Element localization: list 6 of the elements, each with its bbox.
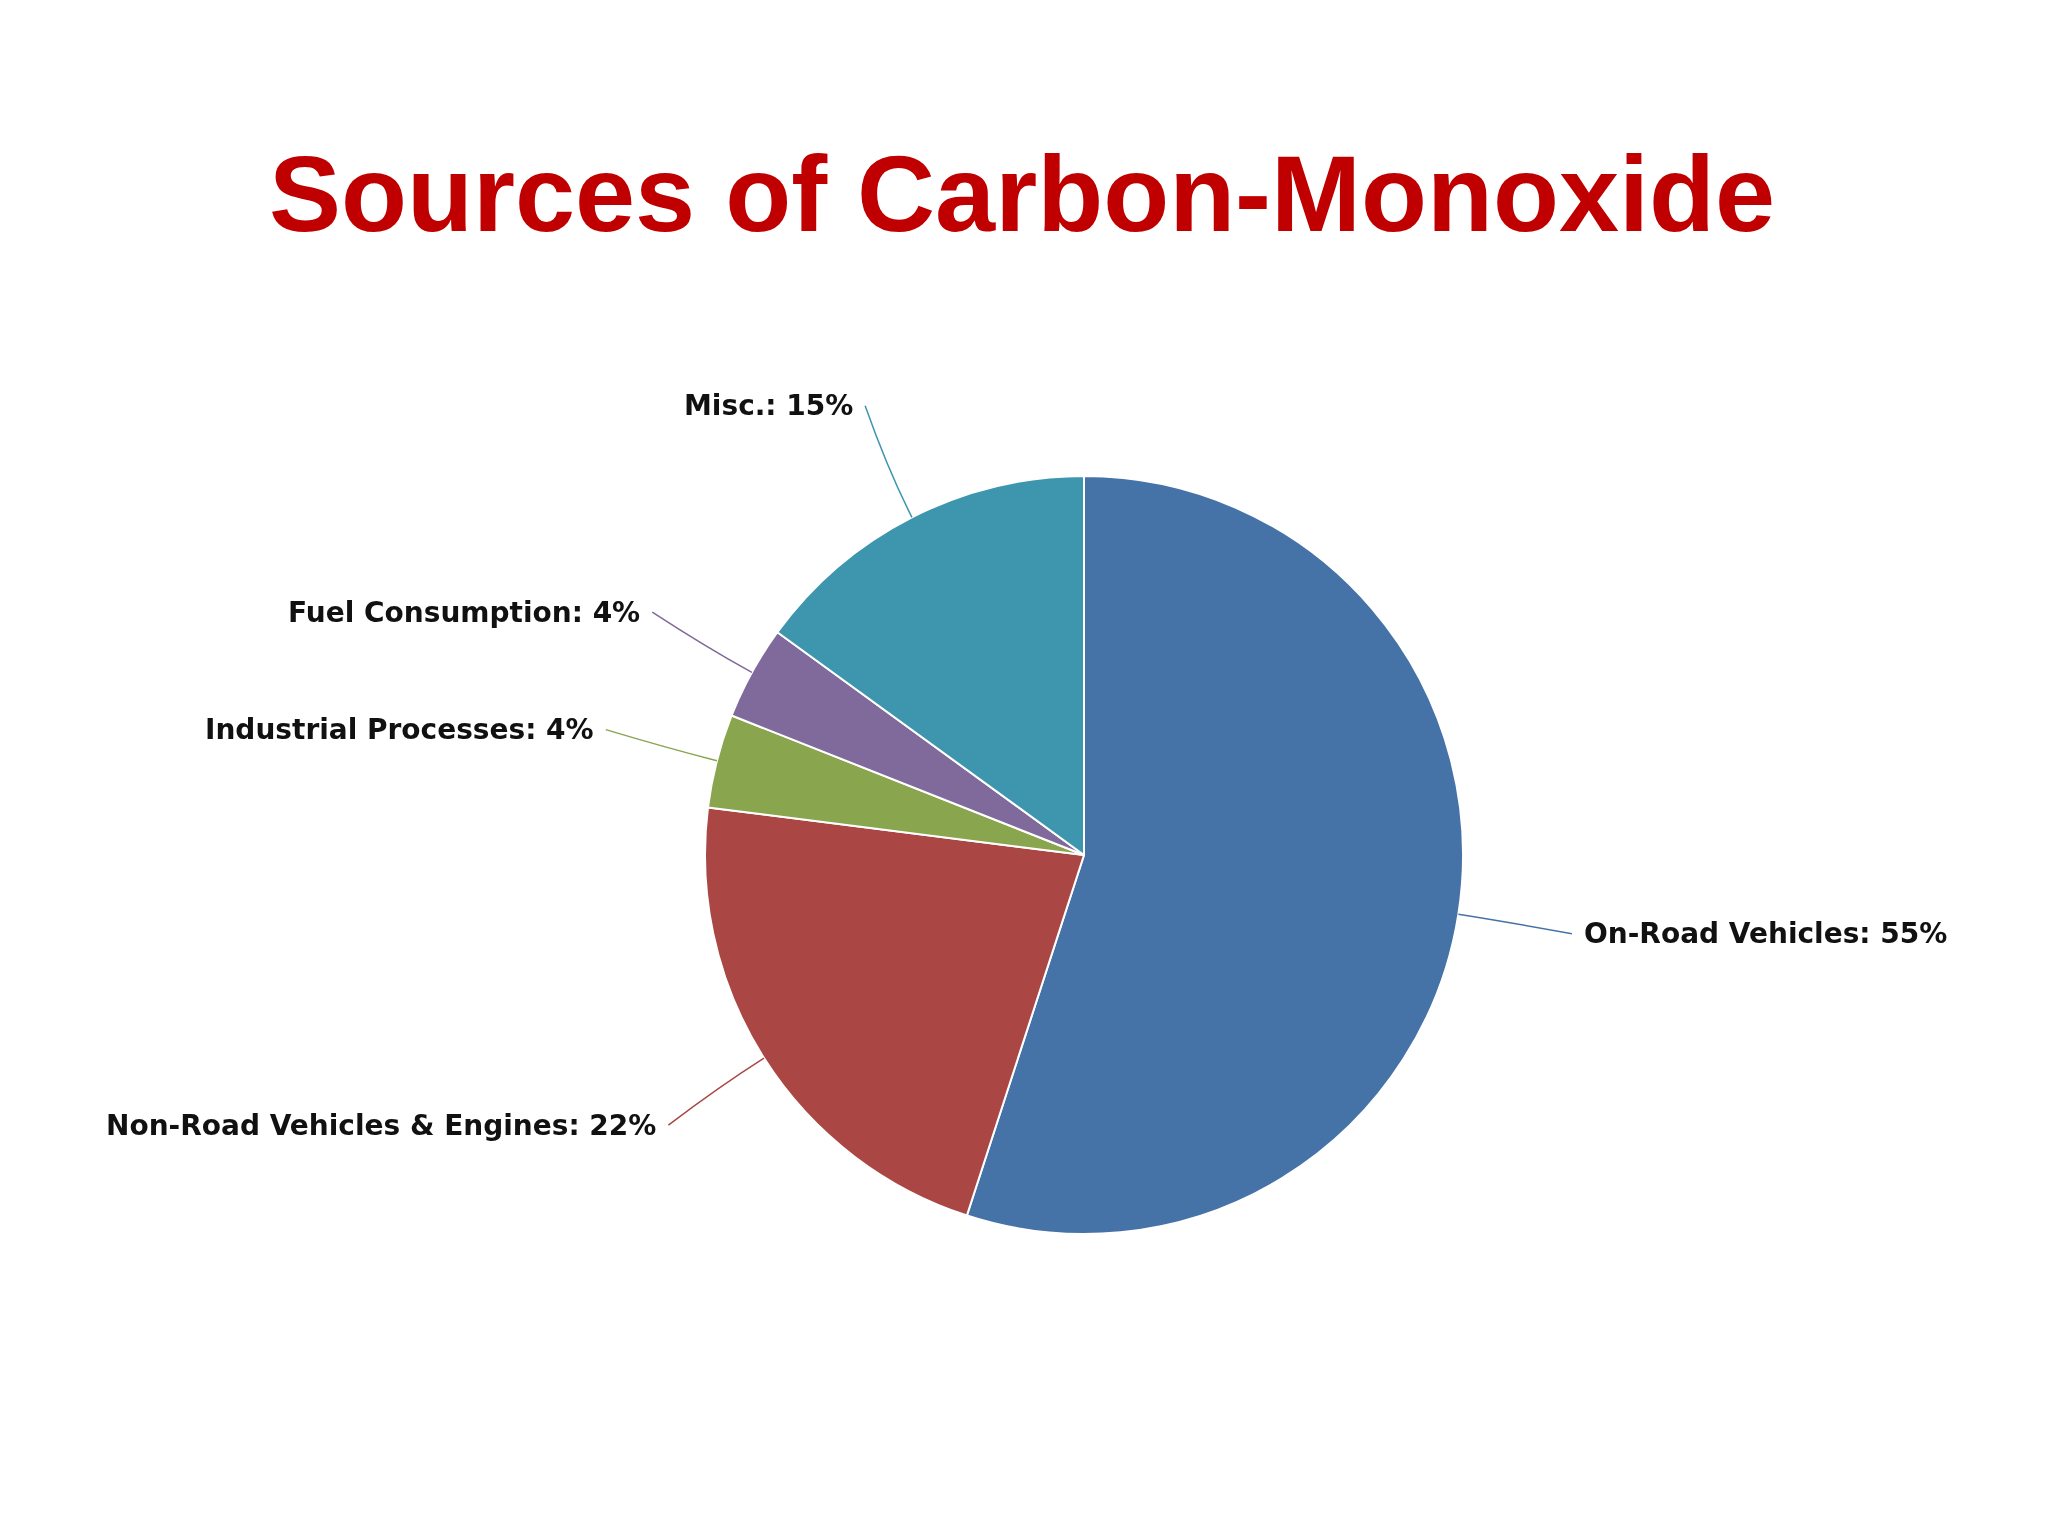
slice-label: Misc.: 15% [684,389,854,422]
chart-title: Sources of Carbon-Monoxide [268,132,1776,254]
slice-label: Industrial Processes: 4% [205,713,594,746]
slice-label: Fuel Consumption: 4% [288,596,641,629]
slice-label: Non-Road Vehicles & Engines: 22% [106,1109,657,1142]
slice-label: On-Road Vehicles: 55% [1584,917,1948,950]
